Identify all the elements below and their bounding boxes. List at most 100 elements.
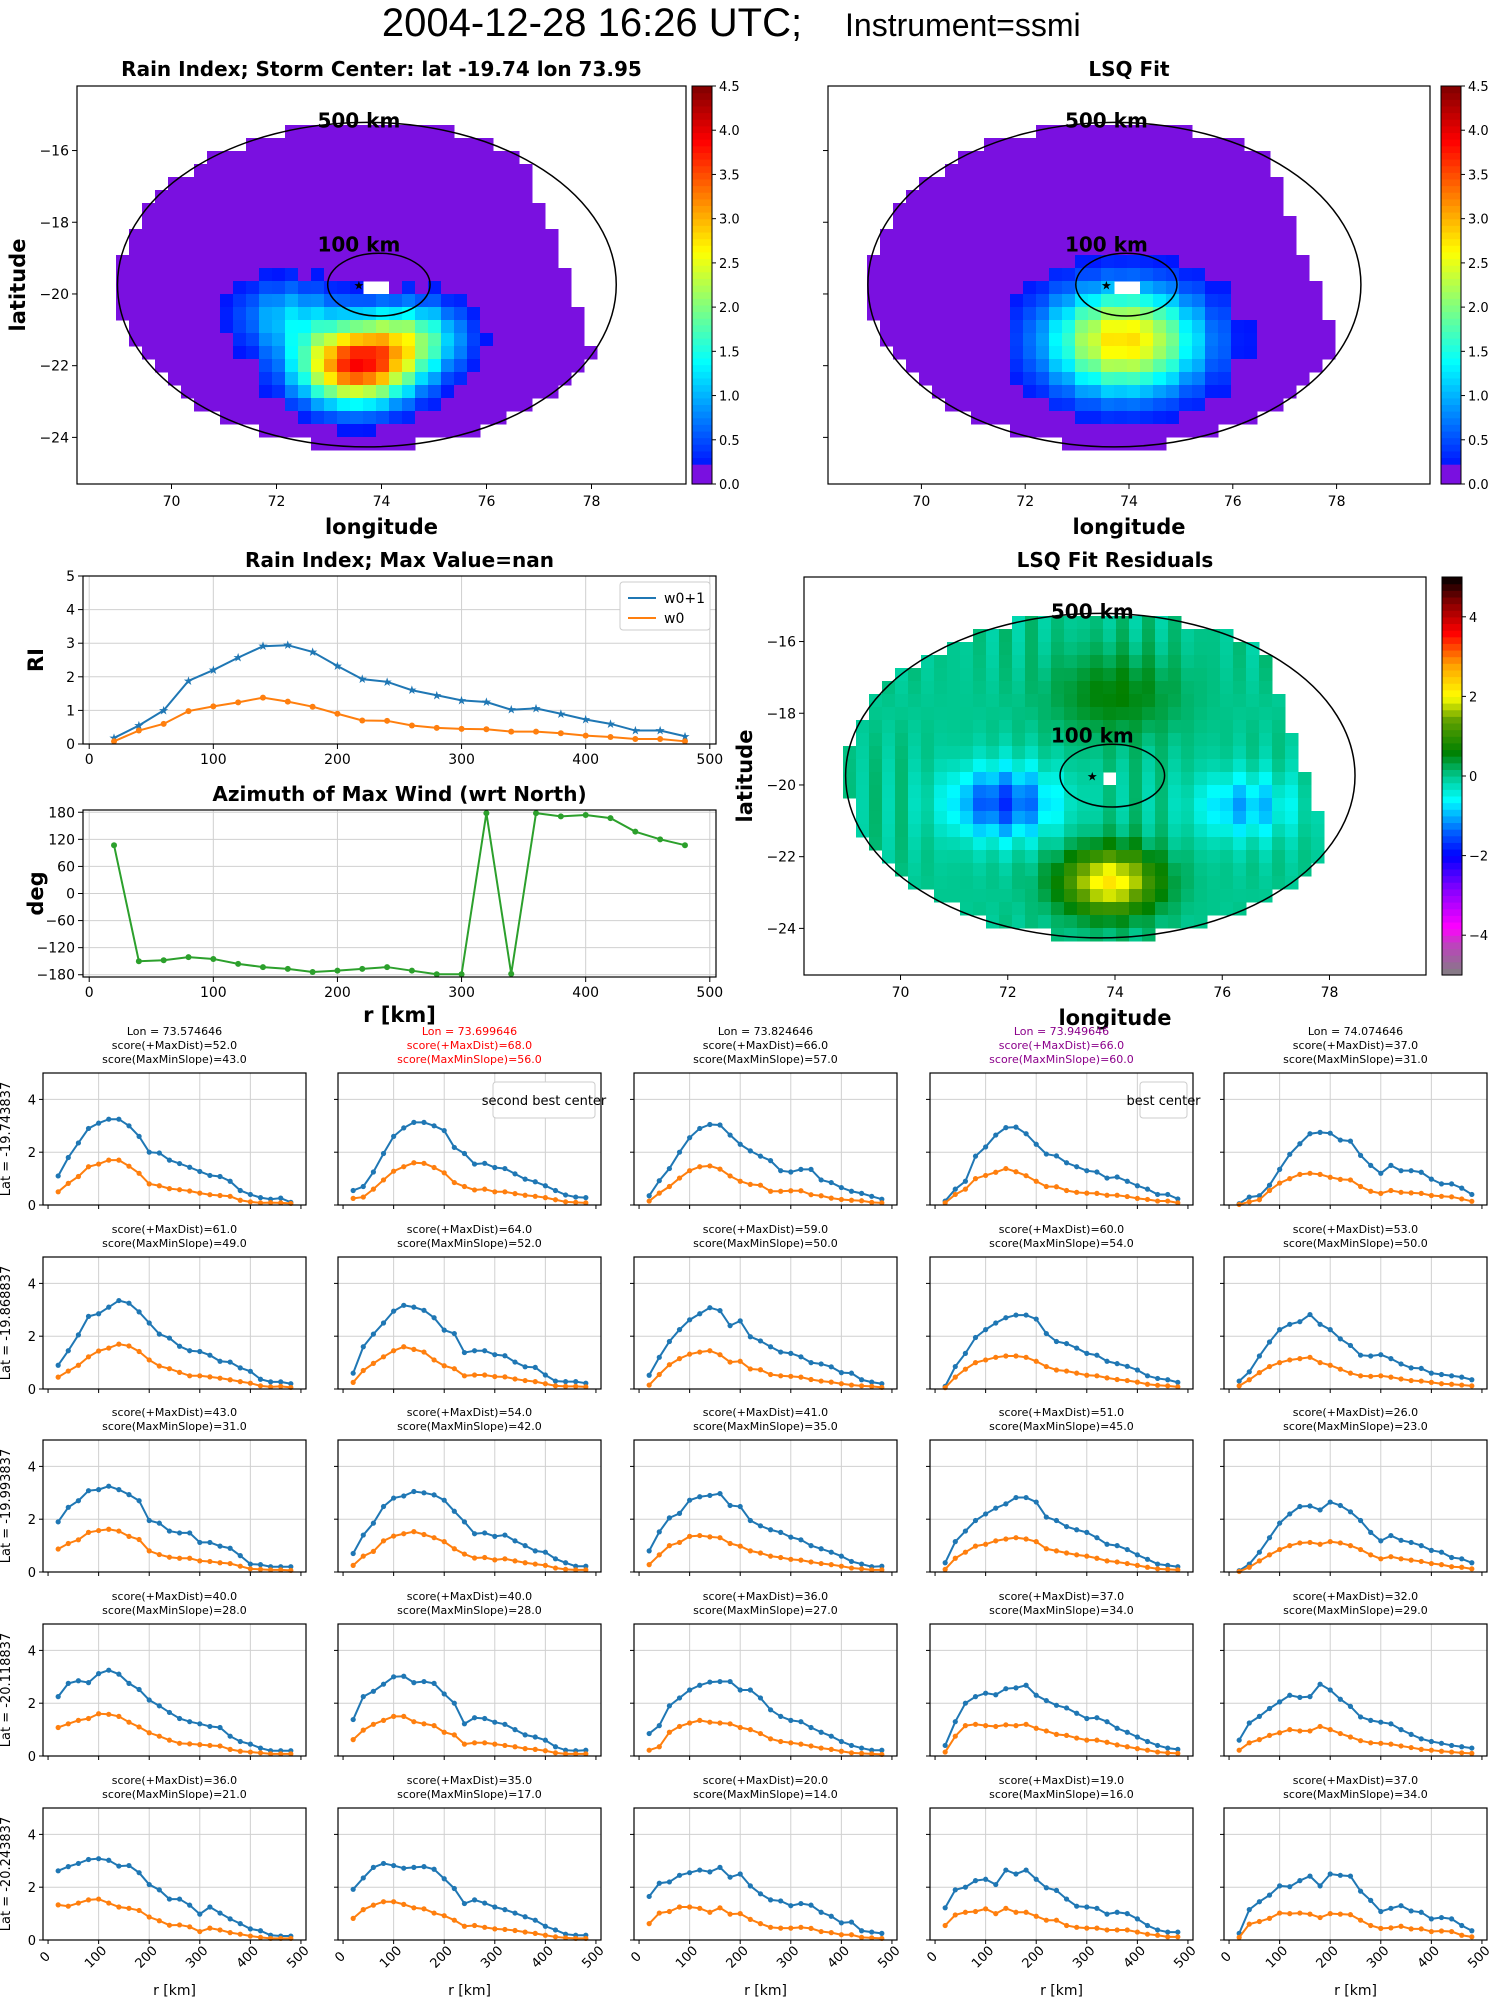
colorbar-swatch [1442, 908, 1462, 916]
map-cell [1127, 411, 1141, 425]
map-cell [958, 229, 972, 243]
data-point [952, 1186, 958, 1192]
data-point [1297, 1503, 1303, 1510]
map-cell [350, 320, 364, 334]
map-cell [856, 798, 870, 812]
map-cell [1012, 655, 1026, 669]
data-point [1388, 1187, 1394, 1194]
data-point [848, 1558, 855, 1565]
map-cell [1155, 876, 1169, 890]
data-point [1428, 1560, 1434, 1567]
data-point [1053, 1338, 1060, 1345]
data-point [1277, 1166, 1283, 1172]
map-cell [363, 138, 377, 152]
map-cell [246, 281, 260, 295]
colorbar-swatch [1441, 172, 1461, 180]
map-cell [571, 307, 585, 321]
map-cell [285, 216, 299, 230]
data-point [1347, 1177, 1354, 1183]
map-cell [519, 294, 533, 308]
map-title: Rain Index; Storm Center: lat -19.74 lon… [121, 57, 642, 81]
map-cell [220, 294, 234, 308]
panel-score-slope: score(MaxMinSlope)=57.0 [693, 1053, 838, 1066]
map-cell [467, 255, 481, 269]
data-point [350, 1737, 356, 1743]
map-cell [324, 164, 338, 178]
map-cell [402, 151, 416, 165]
data-point [1144, 1381, 1151, 1387]
data-point [1033, 1692, 1039, 1698]
map-cell [1207, 681, 1221, 695]
map-cell [1233, 889, 1247, 903]
map-cell [958, 346, 972, 360]
map-cell [1114, 125, 1128, 139]
circle-100km [1075, 252, 1178, 317]
map-cell [1051, 902, 1065, 916]
map-cell [1075, 190, 1089, 204]
data-point [1297, 1728, 1303, 1734]
map-cell [402, 398, 416, 412]
x-tick-label: 0 [924, 1949, 940, 1965]
data-point [687, 1533, 693, 1539]
data-point [542, 1183, 548, 1189]
map-cell [285, 320, 299, 334]
data-point [697, 1532, 703, 1539]
plot-frame [633, 1439, 898, 1573]
data-point [1074, 1924, 1080, 1930]
map-cell [1075, 437, 1089, 451]
data-point [65, 1540, 71, 1547]
data-point [778, 1898, 784, 1904]
data-point [1134, 1552, 1140, 1558]
map-cell [1181, 863, 1195, 877]
map-cell [350, 164, 364, 178]
map-cell [1244, 216, 1258, 230]
data-point [492, 1533, 498, 1539]
map-cell [1127, 242, 1141, 256]
x-tick-label: 0 [1218, 1949, 1234, 1965]
map-cell [945, 229, 959, 243]
map-cell [1116, 655, 1130, 669]
map-cell [1179, 229, 1193, 243]
colorbar-tick-label: 1.5 [719, 345, 740, 360]
map-cell [1257, 216, 1271, 230]
data-point [156, 1887, 162, 1893]
map-cell [1088, 177, 1102, 191]
map-cell [376, 138, 390, 152]
map-cell [921, 694, 935, 708]
map-cell [921, 811, 935, 825]
map-cell [220, 216, 234, 230]
map-cell [285, 138, 299, 152]
panel-score-slope: score(MaxMinSlope)=31.0 [102, 1420, 247, 1433]
x-tick-label: 70 [892, 985, 910, 1001]
x-tick-label: 500 [579, 1943, 607, 1971]
series-line-azimuth [113, 812, 686, 976]
data-point [55, 1362, 61, 1368]
data-point [747, 1181, 753, 1188]
map-cell [1077, 681, 1091, 695]
colorbar-swatch [1442, 583, 1462, 591]
data-point [75, 1498, 82, 1504]
panel-score-slope: score(MaxMinSlope)=43.0 [102, 1053, 247, 1066]
data-point [767, 1707, 774, 1713]
map-cell [973, 850, 987, 864]
colorbar-swatch [1442, 610, 1462, 618]
data-point [1448, 1916, 1455, 1922]
map-cell [480, 411, 494, 425]
map-cell [1012, 772, 1026, 786]
map-cell [960, 655, 974, 669]
map-cell [363, 424, 377, 438]
data-point [227, 1916, 233, 1922]
colorbar-swatch [1442, 596, 1462, 605]
data-point [146, 1697, 152, 1703]
map-cell [947, 863, 961, 877]
map-cell [1298, 824, 1312, 838]
map-cell [1049, 190, 1063, 204]
data-point [247, 1199, 253, 1205]
data-point: ★ [680, 729, 691, 743]
data-point [1063, 1732, 1070, 1739]
map-cell [1062, 177, 1076, 191]
map-cell [1218, 242, 1232, 256]
map-cell [285, 398, 299, 412]
data-point [96, 1711, 102, 1717]
data-point [360, 1875, 366, 1881]
